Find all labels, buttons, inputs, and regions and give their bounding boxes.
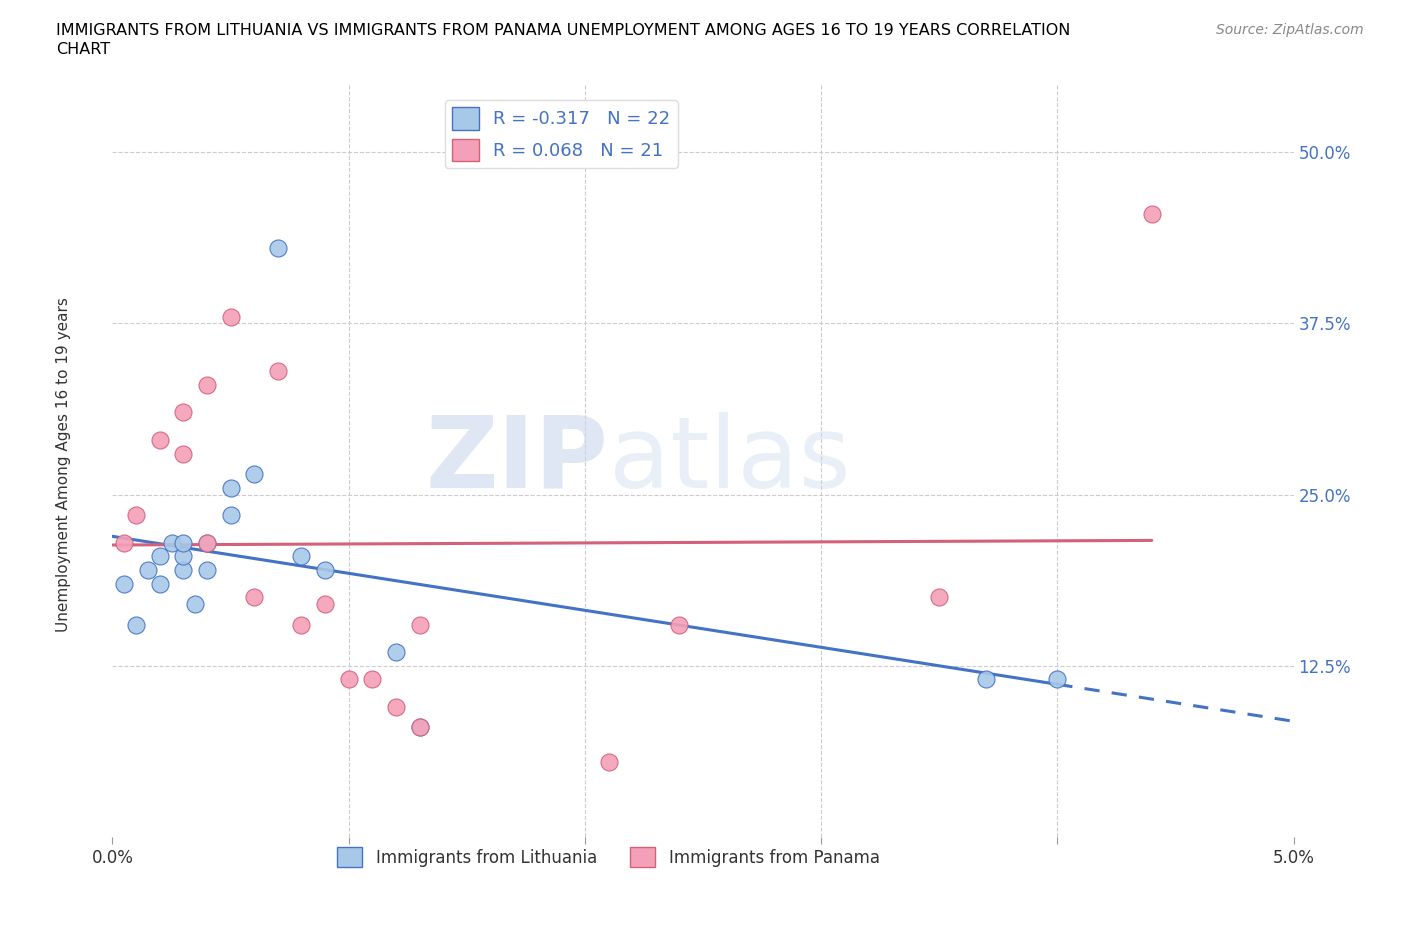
Point: [337, 672, 360, 687]
Point: [290, 549, 312, 564]
Point: [172, 535, 194, 550]
Text: Source: ZipAtlas.com: Source: ZipAtlas.com: [1216, 23, 1364, 37]
Point: [172, 549, 194, 564]
Point: [408, 618, 430, 632]
Point: [243, 590, 266, 604]
Point: [112, 535, 135, 550]
Point: [1140, 206, 1163, 221]
Point: [136, 563, 159, 578]
Point: [172, 446, 194, 461]
Point: [928, 590, 950, 604]
Point: [668, 618, 690, 632]
Point: [314, 597, 336, 612]
Text: CHART: CHART: [56, 42, 110, 57]
Point: [172, 405, 194, 419]
Point: [267, 364, 290, 379]
Text: ZIP: ZIP: [426, 412, 609, 509]
Point: [125, 618, 148, 632]
Legend: Immigrants from Lithuania, Immigrants from Panama: Immigrants from Lithuania, Immigrants fr…: [330, 840, 886, 874]
Text: IMMIGRANTS FROM LITHUANIA VS IMMIGRANTS FROM PANAMA UNEMPLOYMENT AMONG AGES 16 T: IMMIGRANTS FROM LITHUANIA VS IMMIGRANTS …: [56, 23, 1070, 38]
Point: [219, 508, 242, 523]
Point: [184, 597, 207, 612]
Point: [408, 720, 430, 735]
Point: [408, 720, 430, 735]
Point: [195, 535, 218, 550]
Point: [195, 563, 218, 578]
Point: [598, 754, 620, 769]
Point: [160, 535, 183, 550]
Point: [385, 699, 408, 714]
Point: [195, 535, 218, 550]
Point: [361, 672, 384, 687]
Point: [195, 378, 218, 392]
Point: [125, 508, 148, 523]
Point: [976, 672, 998, 687]
Text: atlas: atlas: [609, 412, 851, 509]
Point: [314, 563, 336, 578]
Text: Unemployment Among Ages 16 to 19 years: Unemployment Among Ages 16 to 19 years: [56, 298, 70, 632]
Point: [219, 480, 242, 495]
Point: [385, 644, 408, 659]
Point: [1046, 672, 1069, 687]
Point: [112, 577, 135, 591]
Point: [149, 432, 172, 447]
Point: [149, 549, 172, 564]
Point: [290, 618, 312, 632]
Point: [243, 467, 266, 482]
Point: [149, 577, 172, 591]
Point: [267, 241, 290, 256]
Point: [219, 309, 242, 324]
Point: [172, 563, 194, 578]
